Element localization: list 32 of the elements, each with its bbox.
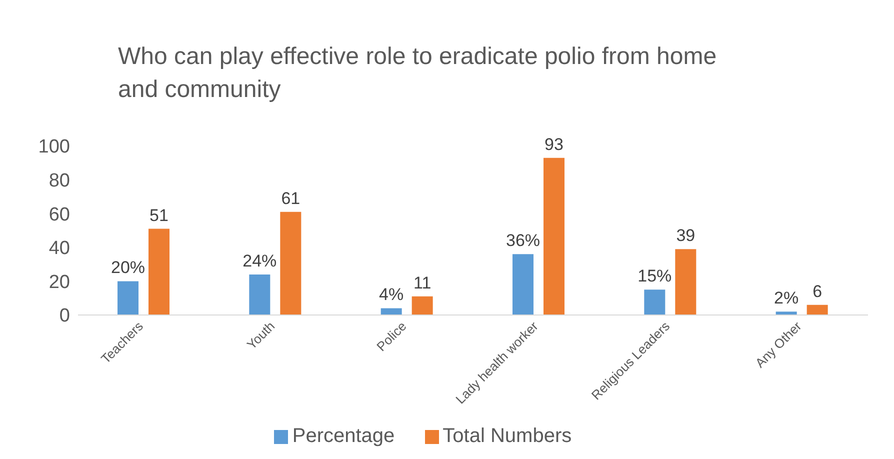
bar	[380, 308, 402, 315]
bar	[675, 249, 696, 315]
data-label: 24%	[242, 251, 277, 270]
bar	[806, 304, 828, 315]
y-tick-label: 60	[48, 204, 70, 226]
y-tick-label: 0	[59, 306, 70, 327]
bar	[412, 296, 433, 315]
data-label: 2%	[774, 288, 799, 308]
data-label: 15%	[638, 266, 672, 286]
data-label: 61	[281, 188, 300, 208]
bar	[249, 274, 270, 315]
y-tick-label: 100	[38, 136, 70, 158]
data-label: 20%	[110, 258, 146, 278]
legend-label: Total Numbers	[442, 425, 572, 447]
legend-label: Percentage	[292, 425, 395, 447]
data-label: 11	[414, 273, 432, 292]
bar	[118, 281, 138, 315]
data-label: 4%	[379, 285, 404, 304]
y-tick-label: 20	[48, 272, 70, 293]
y-tick-label: 80	[48, 170, 70, 192]
data-label: 51	[150, 206, 168, 225]
y-tick-label: 40	[48, 238, 70, 260]
data-label: 6	[812, 282, 822, 301]
bar	[280, 212, 302, 315]
bar	[644, 290, 666, 315]
bar	[544, 158, 564, 315]
data-label: 39	[676, 226, 696, 246]
data-label: 93	[544, 134, 564, 154]
bar	[512, 254, 534, 315]
chart-title: Who can play effective role to eradicate polio from home and community	[118, 42, 718, 105]
bar	[148, 228, 170, 315]
data-label: 36%	[506, 231, 540, 250]
